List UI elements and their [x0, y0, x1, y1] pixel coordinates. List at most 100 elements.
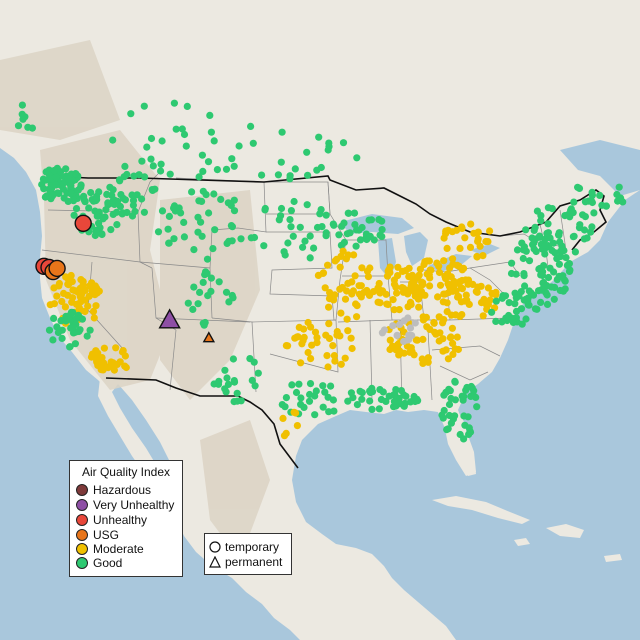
station-marker: [442, 227, 450, 235]
station-marker: [395, 351, 403, 359]
station-marker: [376, 231, 384, 239]
station-marker: [473, 288, 481, 296]
station-marker: [180, 218, 188, 226]
station-marker: [158, 137, 166, 145]
station-marker: [228, 223, 236, 231]
station-marker: [337, 241, 345, 249]
station-marker: [479, 312, 487, 320]
station-marker: [415, 303, 423, 311]
station-marker: [557, 247, 565, 255]
station-marker: [588, 188, 596, 196]
station-marker: [324, 363, 332, 371]
station-marker: [210, 190, 218, 198]
station-marker: [325, 139, 333, 147]
station-marker: [341, 354, 349, 362]
station-marker: [123, 208, 131, 217]
station-marker: [464, 280, 472, 288]
station-marker: [79, 281, 87, 289]
station-marker: [109, 136, 117, 144]
station-marker: [460, 412, 468, 420]
station-marker: [556, 238, 564, 246]
station-marker: [331, 257, 339, 265]
station-marker: [486, 227, 494, 235]
station-marker: [94, 361, 102, 369]
station-marker: [444, 355, 452, 363]
station-marker: [590, 209, 598, 217]
station-marker: [565, 260, 574, 268]
station-marker: [551, 283, 559, 291]
station-marker: [297, 359, 305, 367]
station-marker: [158, 207, 167, 215]
station-marker: [416, 265, 424, 273]
station-marker: [46, 301, 54, 309]
station-marker: [397, 387, 405, 395]
station-marker: [296, 223, 304, 231]
station-marker: [322, 229, 330, 237]
station-marker: [278, 128, 286, 136]
station-marker: [130, 172, 138, 180]
station-marker: [99, 215, 107, 223]
station-marker: [435, 313, 443, 321]
station-marker: [434, 293, 442, 301]
moderate-swatch: [76, 542, 88, 555]
station-marker: [290, 408, 298, 416]
station-marker: [426, 325, 434, 333]
station-marker: [393, 289, 401, 297]
station-marker: [207, 128, 215, 136]
station-marker: [303, 148, 311, 156]
station-marker: [519, 254, 527, 263]
station-marker: [288, 381, 296, 389]
station-marker: [445, 385, 453, 393]
station-marker: [204, 158, 213, 166]
station-marker: [206, 111, 214, 119]
station-marker: [86, 326, 94, 334]
station-marker: [470, 229, 478, 237]
station-marker: [194, 228, 202, 236]
station-marker: [457, 298, 465, 306]
station-marker: [306, 232, 314, 240]
station-marker: [350, 251, 358, 259]
station-marker: [230, 398, 238, 406]
station-marker: [480, 295, 488, 303]
station-marker: [127, 110, 135, 118]
station-marker: [339, 139, 348, 147]
station-marker: [197, 218, 205, 226]
station-marker-unhealthy: [74, 214, 92, 233]
station-marker: [275, 216, 283, 224]
station-marker: [443, 244, 451, 252]
station-marker: [430, 318, 438, 327]
station-marker: [492, 297, 500, 305]
station-marker: [321, 284, 329, 292]
station-marker: [537, 298, 545, 306]
station-marker: [447, 333, 455, 341]
station-marker: [435, 337, 443, 345]
station-marker: [544, 204, 553, 212]
legend-label: Very Unhealthy: [93, 498, 175, 512]
station-marker: [230, 162, 238, 170]
station-marker: [52, 173, 60, 181]
station-marker: [378, 226, 386, 234]
station-marker: [81, 198, 89, 206]
station-marker: [147, 155, 155, 163]
station-marker: [414, 295, 422, 303]
station-marker: [190, 283, 198, 291]
station-marker: [140, 102, 148, 110]
station-marker: [209, 245, 217, 253]
usg-swatch: [76, 528, 88, 541]
station-marker: [249, 139, 257, 147]
station-marker: [286, 175, 294, 183]
legend-label: permanent: [225, 555, 283, 569]
station-marker: [122, 363, 130, 372]
station-marker: [613, 190, 621, 199]
station-marker: [290, 197, 298, 206]
station-marker: [476, 242, 484, 250]
station-marker: [104, 364, 112, 372]
station-marker: [529, 241, 537, 249]
station-marker: [602, 202, 610, 210]
station-marker: [205, 209, 213, 217]
station-marker: [570, 198, 578, 206]
station-marker: [456, 244, 464, 252]
station-marker: [311, 411, 319, 419]
station-marker: [324, 146, 332, 154]
station-marker: [400, 317, 408, 325]
